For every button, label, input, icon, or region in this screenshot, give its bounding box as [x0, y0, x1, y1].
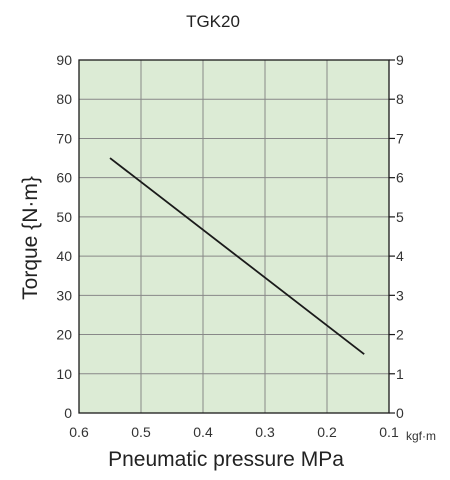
y-tick-label: 20: [56, 327, 72, 343]
right-axis-tick-label: 4: [396, 248, 404, 264]
chart-title: TGK20: [186, 12, 240, 31]
right-axis-tick-label: 6: [396, 170, 404, 186]
right-axis-tick-label: 3: [396, 287, 404, 303]
right-axis-tick-marks: [389, 59, 395, 414]
x-tick-labels: 0.6 0.5 0.4 0.3 0.2 0.1: [69, 424, 399, 440]
right-axis-tick-label: 2: [396, 327, 404, 343]
y-tick-label: 90: [56, 52, 72, 68]
right-axis-tick-label: 8: [396, 91, 404, 107]
series-layer: [109, 157, 365, 355]
grid-lines: [79, 60, 389, 413]
right-axis-tick-labels: 0 1 2 3 4 5 6 7 8 9: [396, 52, 404, 421]
right-axis-tick-label: 7: [396, 130, 404, 146]
right-axis-tick-label: 0: [396, 405, 404, 421]
right-axis-tick-label: 5: [396, 209, 404, 225]
x-tick-label: 0.2: [317, 424, 337, 440]
y-tick-label: 50: [56, 209, 72, 225]
x-axis-label: Pneumatic pressure MPa: [108, 448, 344, 471]
y-tick-label: 40: [56, 248, 72, 264]
right-axis-unit: kgf·m: [406, 429, 436, 443]
x-tick-label: 0.1: [379, 424, 399, 440]
y-tick-label: 60: [56, 170, 72, 186]
right-axis-tick-label: 9: [396, 52, 404, 68]
plot-frame: [78, 59, 390, 414]
x-tick-label: 0.6: [69, 424, 89, 440]
x-tick-label: 0.5: [131, 424, 151, 440]
x-tick-label: 0.4: [193, 424, 213, 440]
y-tick-label: 70: [56, 130, 72, 146]
torque-line: [109, 157, 365, 355]
right-axis-tick-label: 1: [396, 366, 404, 382]
y-tick-label: 30: [56, 287, 72, 303]
y-tick-label: 80: [56, 91, 72, 107]
y-tick-labels: 0 10 20 30 40 50 60 70 80 90: [56, 52, 72, 421]
y-tick-label: 10: [56, 366, 72, 382]
x-tick-label: 0.3: [255, 424, 275, 440]
plot-area: [79, 60, 389, 413]
y-axis-label: Torque {N·m}: [19, 176, 42, 300]
y-tick-label: 0: [64, 405, 72, 421]
